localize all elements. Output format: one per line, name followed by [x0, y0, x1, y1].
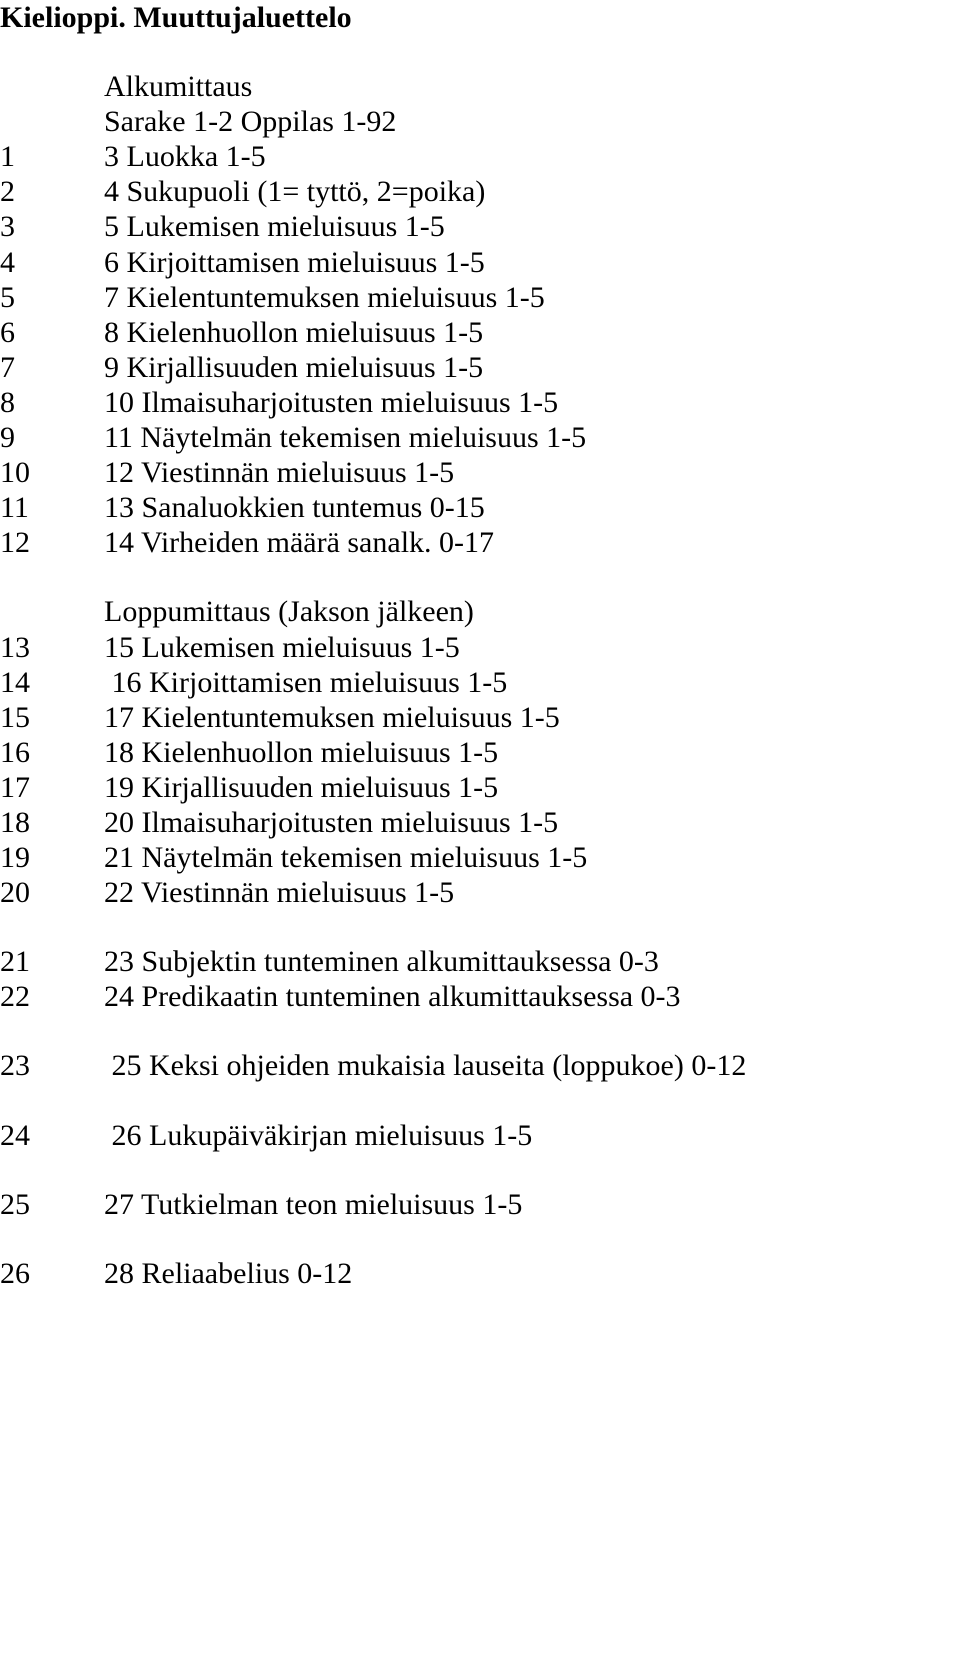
row-number: 8 [0, 385, 104, 420]
list-item: 1315 Lukemisen mieluisuus 1-5 [0, 630, 960, 665]
row-text: 16 Kirjoittamisen mieluisuus 1-5 [104, 665, 960, 700]
alku-list: 13 Luokka 1-524 Sukupuoli (1= tyttö, 2=p… [0, 139, 960, 560]
row-number: 12 [0, 525, 104, 560]
row-number: 21 [0, 944, 104, 979]
row-text: 19 Kirjallisuuden mieluisuus 1-5 [104, 770, 960, 805]
row-number: 25 [0, 1187, 104, 1222]
row-text: 18 Kielenhuollon mieluisuus 1-5 [104, 735, 960, 770]
row-text: 28 Reliaabelius 0-12 [104, 1256, 960, 1291]
list-item: 35 Lukemisen mieluisuus 1-5 [0, 209, 960, 244]
list-item: 24 26 Lukupäiväkirjan mieluisuus 1-5 [0, 1118, 960, 1153]
block-26: 2628 Reliaabelius 0-12 [0, 1256, 960, 1291]
page-title: Kielioppi. Muuttujaluettelo [0, 0, 960, 35]
row-number: 5 [0, 280, 104, 315]
row-number: 13 [0, 630, 104, 665]
row-text: 22 Viestinnän mieluisuus 1-5 [104, 875, 960, 910]
row-text: 5 Lukemisen mieluisuus 1-5 [104, 209, 960, 244]
list-item: 1719 Kirjallisuuden mieluisuus 1-5 [0, 770, 960, 805]
list-item: 2123 Subjektin tunteminen alkumittaukses… [0, 944, 960, 979]
row-text: 24 Predikaatin tunteminen alkumittaukses… [104, 979, 960, 1014]
row-text: 13 Sanaluokkien tuntemus 0-15 [104, 490, 960, 525]
row-text: 21 Näytelmän tekemisen mieluisuus 1-5 [104, 840, 960, 875]
list-item: 2022 Viestinnän mieluisuus 1-5 [0, 875, 960, 910]
row-number: 19 [0, 840, 104, 875]
row-number: 16 [0, 735, 104, 770]
row-number: 18 [0, 805, 104, 840]
loppu-list: 1315 Lukemisen mieluisuus 1-514 16 Kirjo… [0, 630, 960, 911]
document-page: Kielioppi. Muuttujaluettelo Alkumittaus … [0, 0, 960, 1331]
row-text: 8 Kielenhuollon mieluisuus 1-5 [104, 315, 960, 350]
row-number: 15 [0, 700, 104, 735]
block-21-22: 2123 Subjektin tunteminen alkumittaukses… [0, 944, 960, 1014]
list-item: 46 Kirjoittamisen mieluisuus 1-5 [0, 245, 960, 280]
row-text: 27 Tutkielman teon mieluisuus 1-5 [104, 1187, 960, 1222]
row-number: 17 [0, 770, 104, 805]
row-text: 12 Viestinnän mieluisuus 1-5 [104, 455, 960, 490]
row-number: 7 [0, 350, 104, 385]
row-number: 6 [0, 315, 104, 350]
list-item: 68 Kielenhuollon mieluisuus 1-5 [0, 315, 960, 350]
row-text: 3 Luokka 1-5 [104, 139, 960, 174]
row-number: 20 [0, 875, 104, 910]
list-item: 1517 Kielentuntemuksen mieluisuus 1-5 [0, 700, 960, 735]
row-number: 2 [0, 174, 104, 209]
list-item: 23 25 Keksi ohjeiden mukaisia lauseita (… [0, 1048, 960, 1083]
row-number: 14 [0, 665, 104, 700]
row-number: 22 [0, 979, 104, 1014]
section-alkumittaus: Alkumittaus [104, 69, 960, 104]
list-item: 810 Ilmaisuharjoitusten mieluisuus 1-5 [0, 385, 960, 420]
list-item: 1618 Kielenhuollon mieluisuus 1-5 [0, 735, 960, 770]
row-number: 1 [0, 139, 104, 174]
row-text: 11 Näytelmän tekemisen mieluisuus 1-5 [104, 420, 960, 455]
row-text: 25 Keksi ohjeiden mukaisia lauseita (lop… [104, 1048, 960, 1083]
block-23: 23 25 Keksi ohjeiden mukaisia lauseita (… [0, 1048, 960, 1083]
section-loppumittaus: Loppumittaus (Jakson jälkeen) [104, 594, 960, 629]
list-item: 24 Sukupuoli (1= tyttö, 2=poika) [0, 174, 960, 209]
row-number: 23 [0, 1048, 104, 1083]
row-number: 4 [0, 245, 104, 280]
list-item: 2527 Tutkielman teon mieluisuus 1-5 [0, 1187, 960, 1222]
row-number: 10 [0, 455, 104, 490]
row-number: 11 [0, 490, 104, 525]
list-item: 57 Kielentuntemuksen mieluisuus 1-5 [0, 280, 960, 315]
row-text: 26 Lukupäiväkirjan mieluisuus 1-5 [104, 1118, 960, 1153]
list-item: 14 16 Kirjoittamisen mieluisuus 1-5 [0, 665, 960, 700]
row-number: 3 [0, 209, 104, 244]
row-number: 24 [0, 1118, 104, 1153]
row-text: 6 Kirjoittamisen mieluisuus 1-5 [104, 245, 960, 280]
block-24: 24 26 Lukupäiväkirjan mieluisuus 1-5 [0, 1118, 960, 1153]
row-text: 23 Subjektin tunteminen alkumittauksessa… [104, 944, 960, 979]
row-text: 9 Kirjallisuuden mieluisuus 1-5 [104, 350, 960, 385]
row-number: 26 [0, 1256, 104, 1291]
list-item: 13 Luokka 1-5 [0, 139, 960, 174]
list-item: 911 Näytelmän tekemisen mieluisuus 1-5 [0, 420, 960, 455]
block-25: 2527 Tutkielman teon mieluisuus 1-5 [0, 1187, 960, 1222]
list-item: 1921 Näytelmän tekemisen mieluisuus 1-5 [0, 840, 960, 875]
row-text: 10 Ilmaisuharjoitusten mieluisuus 1-5 [104, 385, 960, 420]
list-item: 79 Kirjallisuuden mieluisuus 1-5 [0, 350, 960, 385]
list-item: 1012 Viestinnän mieluisuus 1-5 [0, 455, 960, 490]
row-text: 20 Ilmaisuharjoitusten mieluisuus 1-5 [104, 805, 960, 840]
row-number: 9 [0, 420, 104, 455]
row-text: 15 Lukemisen mieluisuus 1-5 [104, 630, 960, 665]
row-text: 7 Kielentuntemuksen mieluisuus 1-5 [104, 280, 960, 315]
row-text: 17 Kielentuntemuksen mieluisuus 1-5 [104, 700, 960, 735]
list-item: 2628 Reliaabelius 0-12 [0, 1256, 960, 1291]
row-text: 4 Sukupuoli (1= tyttö, 2=poika) [104, 174, 960, 209]
list-item: 2224 Predikaatin tunteminen alkumittauks… [0, 979, 960, 1014]
list-item: 1820 Ilmaisuharjoitusten mieluisuus 1-5 [0, 805, 960, 840]
section-sarake: Sarake 1-2 Oppilas 1-92 [104, 104, 960, 139]
row-text: 14 Virheiden määrä sanalk. 0-17 [104, 525, 960, 560]
list-item: 1214 Virheiden määrä sanalk. 0-17 [0, 525, 960, 560]
list-item: 1113 Sanaluokkien tuntemus 0-15 [0, 490, 960, 525]
